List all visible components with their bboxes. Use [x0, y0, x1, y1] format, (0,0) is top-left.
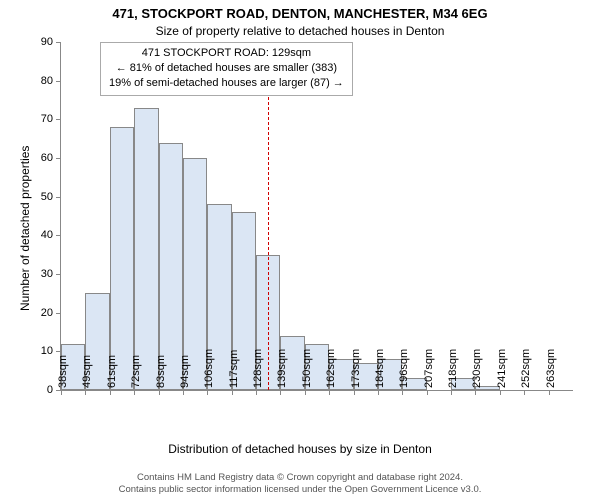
x-tick-label: 207sqm	[423, 349, 435, 388]
bar	[159, 143, 183, 390]
annotation-box: 471 STOCKPORT ROAD: 129sqm ← 81% of deta…	[100, 42, 353, 96]
footer: Contains HM Land Registry data © Crown c…	[0, 472, 600, 496]
x-tick-label: 61sqm	[106, 355, 118, 388]
y-tick-label: 70	[29, 113, 53, 125]
x-tick-label: 218sqm	[447, 349, 459, 388]
x-tick-label: 106sqm	[203, 349, 215, 388]
x-tick-label: 139sqm	[276, 349, 288, 388]
chart-title: 471, STOCKPORT ROAD, DENTON, MANCHESTER,…	[0, 6, 600, 21]
x-tick-label: 150sqm	[301, 349, 313, 388]
annotation-line: 19% of semi-detached houses are larger (…	[109, 76, 344, 91]
x-tick-label: 241sqm	[496, 349, 508, 388]
x-tick-label: 72sqm	[130, 355, 142, 388]
footer-line: Contains public sector information licen…	[0, 484, 600, 496]
x-tick-label: 162sqm	[325, 349, 337, 388]
y-tick-label: 90	[29, 36, 53, 48]
x-tick-label: 49sqm	[81, 355, 93, 388]
y-tick-label: 20	[29, 307, 53, 319]
y-axis-label: Number of detached properties	[18, 146, 32, 311]
y-tick-label: 30	[29, 268, 53, 280]
x-tick-label: 94sqm	[179, 355, 191, 388]
x-tick-label: 230sqm	[471, 349, 483, 388]
y-tick-label: 50	[29, 191, 53, 203]
annotation-line: ← 81% of detached houses are smaller (38…	[109, 61, 344, 76]
bar	[134, 108, 158, 390]
y-tick-label: 40	[29, 229, 53, 241]
y-tick-label: 0	[29, 384, 53, 396]
annotation-line: 471 STOCKPORT ROAD: 129sqm	[109, 46, 344, 61]
x-axis-label: Distribution of detached houses by size …	[0, 442, 600, 456]
x-tick-label: 184sqm	[374, 349, 386, 388]
y-tick-label: 10	[29, 345, 53, 357]
x-tick-label: 83sqm	[155, 355, 167, 388]
x-tick-label: 173sqm	[350, 349, 362, 388]
x-tick-label: 38sqm	[57, 355, 69, 388]
x-tick-label: 117sqm	[228, 350, 240, 388]
footer-line: Contains HM Land Registry data © Crown c…	[0, 472, 600, 484]
x-tick-label: 128sqm	[252, 349, 264, 388]
y-tick-label: 60	[29, 152, 53, 164]
x-tick-label: 263sqm	[545, 349, 557, 388]
x-tick-label: 252sqm	[520, 349, 532, 388]
bar	[110, 127, 134, 390]
x-tick-label: 196sqm	[398, 349, 410, 388]
y-tick-label: 80	[29, 75, 53, 87]
chart-subtitle: Size of property relative to detached ho…	[0, 24, 600, 38]
